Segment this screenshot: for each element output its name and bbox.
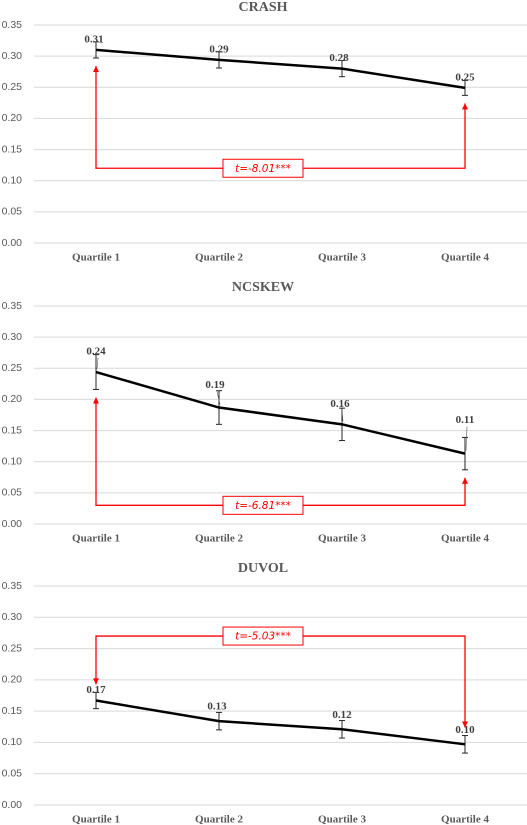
- y-tick-label: 0.20: [2, 112, 23, 124]
- data-label-callout: [341, 410, 344, 422]
- y-tick-label: 0.35: [2, 580, 23, 592]
- series-line: [95, 699, 466, 746]
- x-tick-label: Quartile 4: [441, 533, 489, 545]
- significance-bracket: [95, 397, 466, 506]
- data-label-callout: [96, 357, 99, 370]
- y-tick-label: 0.10: [2, 736, 23, 748]
- x-tick-label: Quartile 3: [318, 252, 366, 264]
- x-tick-label: Quartile 1: [72, 814, 120, 825]
- t-stat-label: t=-6.81***: [235, 500, 291, 512]
- x-tick-label: Quartile 3: [318, 533, 366, 545]
- x-tick-label: Quartile 3: [318, 814, 366, 825]
- y-tick-label: 0.20: [2, 393, 23, 405]
- data-label: 0.29: [209, 43, 229, 55]
- data-label: 0.19: [205, 379, 225, 391]
- t-stat-box: [222, 495, 304, 515]
- t-stat-box: [222, 158, 304, 178]
- y-tick-label: 0.15: [2, 705, 23, 717]
- data-label: 0.25: [455, 71, 475, 83]
- series-line: [95, 48, 466, 90]
- x-tick-label: Quartile 1: [72, 252, 120, 264]
- y-tick-label: 0.25: [2, 81, 23, 93]
- chart-crash: CRASH 0.00 0.05 0.10 0.15 0.20 0.25 0.30 0.35 Qua…: [2, 0, 527, 264]
- x-tick-label: Quartile 2: [195, 252, 243, 264]
- y-tick-label: 0.30: [2, 50, 23, 62]
- arrow-head: [93, 397, 99, 404]
- x-tick-label: Quartile 4: [441, 814, 489, 825]
- chart-ncskew: NCSKEW 0.00 0.05 0.10 0.15 0.20 0.25 0.30 0.35 Qu…: [2, 280, 527, 545]
- data-label-callout: [216, 391, 221, 405]
- data-label: 0.17: [86, 684, 106, 696]
- y-tick-label: 0.20: [2, 674, 23, 686]
- y-tick-label: 0.30: [2, 611, 23, 623]
- data-label: 0.13: [207, 701, 227, 713]
- significance-bracket: [95, 635, 466, 728]
- y-tick-label: 0.25: [2, 362, 23, 374]
- arrow-head: [462, 103, 468, 110]
- y-tick-label: 0.05: [2, 487, 23, 499]
- series-line: [95, 370, 466, 455]
- data-label: 0.12: [332, 709, 352, 721]
- y-tick-label: 0.35: [2, 19, 23, 31]
- chart-title: CRASH: [238, 0, 287, 15]
- data-label: 0.31: [84, 33, 103, 45]
- x-tick-label: Quartile 2: [195, 814, 243, 825]
- x-tick-label: Quartile 2: [195, 533, 243, 545]
- arrow-head: [93, 678, 99, 685]
- y-tick-label: 0.10: [2, 174, 23, 186]
- y-tick-label: 0.05: [2, 767, 23, 779]
- arrow-head: [462, 721, 468, 728]
- t-stat-label: t=-8.01***: [235, 163, 291, 175]
- y-tick-label: 0.35: [2, 300, 23, 312]
- data-label: 0.16: [330, 398, 350, 410]
- y-tick-label: 0.00: [2, 237, 23, 249]
- y-tick-label: 0.05: [2, 206, 23, 218]
- y-tick-label: 0.15: [2, 143, 23, 155]
- t-stat-label: t=-5.03***: [235, 631, 291, 643]
- data-label: 0.24: [86, 346, 106, 358]
- data-label: 0.10: [455, 724, 475, 736]
- chart-title: NCSKEW: [232, 280, 294, 295]
- y-tick-label: 0.15: [2, 424, 23, 436]
- x-tick-label: Quartile 1: [72, 533, 120, 545]
- arrow-head: [462, 477, 468, 484]
- arrow-head: [93, 66, 99, 73]
- y-tick-label: 0.25: [2, 642, 23, 654]
- data-label: 0.28: [329, 52, 349, 64]
- y-tick-label: 0.00: [2, 799, 23, 811]
- significance-bracket: [95, 66, 466, 169]
- x-tick-label: Quartile 4: [441, 252, 489, 264]
- chart-duvol: DUVOL 0.00 0.05 0.10 0.15 0.20 0.25 0.30 0.35 Qua…: [2, 561, 527, 825]
- data-label-callout: [465, 426, 468, 451]
- y-tick-label: 0.10: [2, 455, 23, 467]
- y-tick-label: 0.30: [2, 331, 23, 343]
- y-tick-label: 0.00: [2, 518, 23, 530]
- data-label: 0.11: [456, 414, 475, 426]
- t-stat-box: [222, 626, 304, 646]
- chart-title: DUVOL: [238, 561, 288, 576]
